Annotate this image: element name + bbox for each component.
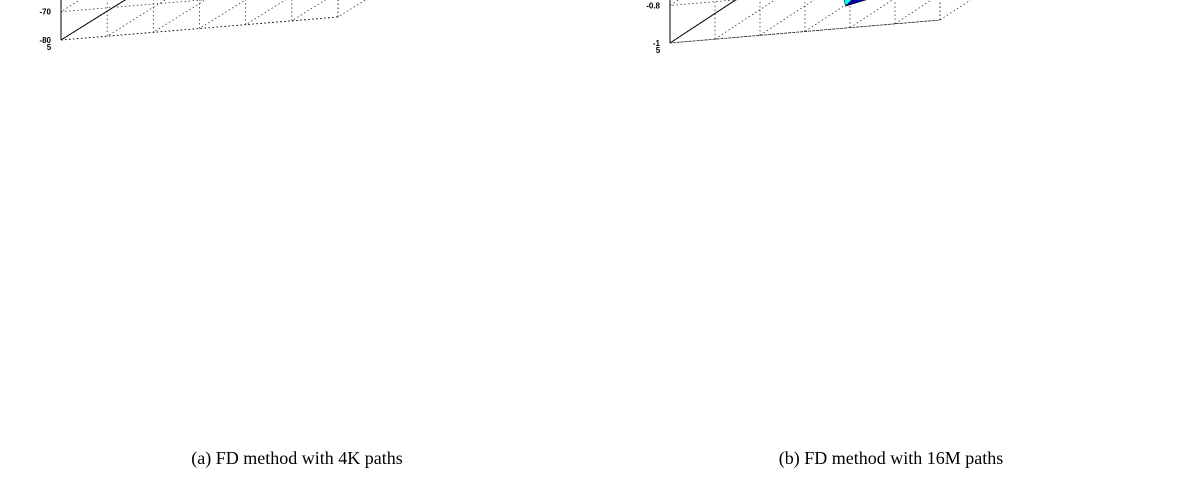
axes-box — [669, 0, 941, 44]
tick-labels: 20100-10-20-30-40-50-60-70-8038404244464… — [39, 8, 52, 52]
chart-panel-a: 20100-10-20-30-40-50-60-70-8038404244464… — [39, 0, 403, 468]
surface-plot-b: 0.60.40.20-0.2-0.4-0.6-0.8-1384042444648… — [646, 0, 972, 56]
box-edge — [669, 19, 941, 44]
x-tick-label: 5 — [656, 46, 661, 55]
x-tick-label: 5 — [47, 43, 52, 52]
grid-line — [759, 0, 815, 36]
grid-line — [245, 0, 286, 26]
z-tick-label: -0.8 — [646, 2, 660, 11]
z-tick-label: -1 — [653, 39, 661, 48]
axes-box — [60, 0, 339, 41]
axis-line — [669, 0, 737, 44]
grid-line — [804, 0, 854, 32]
z-tick-label: -70 — [39, 8, 51, 17]
grid-line — [849, 0, 893, 29]
grid-line — [939, 0, 972, 21]
grid-line — [199, 0, 246, 29]
grid-line — [669, 0, 737, 44]
grid-line — [337, 0, 366, 18]
grid-line — [60, 0, 207, 13]
tick-labels: 0.60.40.20-0.2-0.4-0.6-0.8-1384042444648… — [646, 2, 661, 56]
grid-walls — [60, 0, 366, 41]
grid-walls — [669, 0, 972, 44]
grid-line — [60, 0, 126, 41]
grid-line — [714, 0, 776, 40]
caption-a: (a) FD method with 4K paths — [191, 448, 403, 468]
grid-line — [894, 0, 933, 25]
box-edge — [60, 0, 126, 41]
axis-line — [60, 0, 127, 41]
surface-plot-a: 20100-10-20-30-40-50-60-70-8038404244464… — [39, 0, 366, 52]
surface-patch — [845, 0, 867, 7]
surface — [843, 0, 867, 7]
chart-panel-b: 0.60.40.20-0.2-0.4-0.6-0.8-1384042444648… — [594, 0, 1188, 486]
box-edge — [669, 0, 737, 44]
caption-b: (b) FD method with 16M paths — [778, 448, 1004, 468]
grid-line — [291, 0, 326, 22]
mesh-line — [859, 0, 862, 2]
z-tick-label: -80 — [39, 36, 51, 45]
grid-line — [153, 0, 206, 33]
